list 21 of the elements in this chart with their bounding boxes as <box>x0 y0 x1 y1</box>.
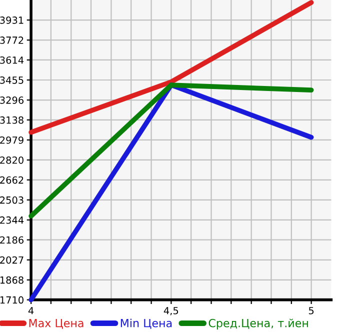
y-tick-label: 1710 <box>0 296 24 304</box>
y-tick-label: 1868 <box>0 276 24 284</box>
y-tick-label: 2027 <box>0 256 24 264</box>
y-tick-label: 3296 <box>0 96 24 104</box>
y-tick-label: 3614 <box>0 56 24 64</box>
y-tick-label: 2979 <box>0 136 24 144</box>
y-tick-label: 2186 <box>0 236 24 244</box>
y-tick-label: 3455 <box>0 76 24 84</box>
y-tick-label: 2503 <box>0 196 24 204</box>
x-tick-label: 4,5 <box>164 307 178 316</box>
y-tick-label: 3931 <box>0 16 24 24</box>
y-tick-label: 2662 <box>0 176 24 184</box>
y-tick-label: 3138 <box>0 116 24 124</box>
y-tick-label: 2820 <box>0 156 24 164</box>
legend-label: Max Цена <box>29 319 84 329</box>
y-tick-label: 3772 <box>0 36 24 44</box>
legend-label: Min Цена <box>120 318 172 329</box>
x-tick-label: 5 <box>308 307 314 314</box>
legend-label: Сред.Цена, т.йен <box>208 318 308 330</box>
x-tick-label: 4 <box>28 307 34 314</box>
y-tick-label: 2344 <box>0 216 24 224</box>
